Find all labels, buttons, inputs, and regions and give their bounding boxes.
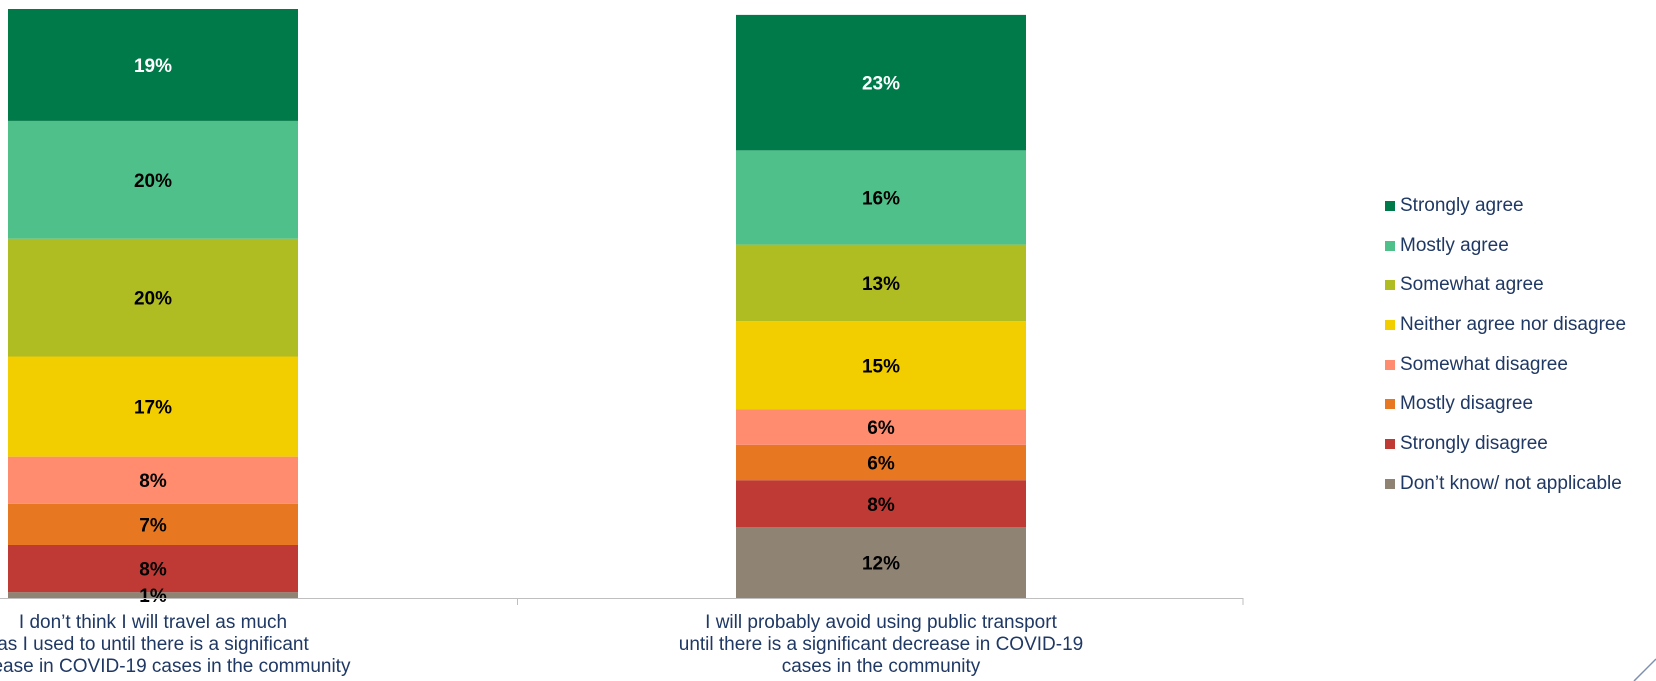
segment-value-label: 8%	[139, 471, 167, 492]
legend-swatch	[1385, 240, 1395, 251]
bar-segment	[736, 150, 1026, 245]
bar-segment	[736, 480, 1026, 528]
segment-value-label: 6%	[867, 454, 895, 475]
legend-swatch	[1385, 478, 1395, 489]
legend-swatch	[1385, 280, 1395, 291]
segment-value-label: 12%	[862, 554, 900, 575]
bar-segment	[736, 527, 1026, 598]
segment-value-label: 8%	[139, 560, 167, 581]
bar-segment	[8, 356, 298, 457]
legend-label: Don’t know/ not applicable	[1400, 472, 1622, 494]
segment-value-label: 15%	[862, 356, 900, 377]
bar-segment	[8, 503, 298, 545]
bar-segment	[8, 456, 298, 504]
legend-label: Somewhat disagree	[1400, 353, 1568, 375]
legend-swatch	[1385, 359, 1395, 370]
bars-group	[8, 9, 1026, 598]
legend-swatch	[1385, 319, 1395, 330]
legend: Strongly agree Mostly agree Somewhat agr…	[1385, 186, 1626, 504]
legend-item: Somewhat disagree	[1385, 345, 1626, 385]
bar-segment	[8, 9, 298, 121]
segment-value-label: 16%	[862, 188, 900, 209]
legend-label: Strongly disagree	[1400, 432, 1548, 454]
legend-label: Mostly agree	[1400, 234, 1509, 256]
legend-swatch	[1385, 399, 1395, 410]
legend-label: Mostly disagree	[1400, 393, 1534, 415]
bar-segment	[8, 592, 298, 598]
legend-label: Somewhat agree	[1400, 274, 1544, 296]
legend-label: Strongly agree	[1400, 194, 1524, 216]
bar-segment	[8, 544, 298, 593]
bar-segment	[736, 321, 1026, 410]
segment-value-label: 23%	[862, 74, 900, 95]
legend-item: Strongly disagree	[1385, 424, 1626, 464]
bar-segment	[736, 444, 1026, 481]
segment-value-label: 20%	[134, 171, 172, 192]
bar-segment	[8, 120, 298, 239]
legend-label: Neither agree nor disagree	[1400, 313, 1627, 335]
bar-segment	[736, 409, 1026, 445]
legend-swatch	[1385, 438, 1395, 449]
diagonal-line-icon	[1633, 658, 1656, 681]
segment-value-label: 17%	[134, 398, 172, 419]
segment-value-label: 8%	[867, 495, 895, 516]
segment-value-label: 6%	[867, 418, 895, 439]
category-label: I don’t think I will travel as much as I …	[0, 612, 351, 677]
segment-labels-group: 1% 8% 7% 8% 17% 20% 20% 19% 12% 8% 6% 6% 15% 13% 16% 23…	[134, 56, 900, 607]
segment-value-label: 7%	[139, 515, 167, 536]
legend-item: Strongly agree	[1385, 186, 1626, 226]
bar-segment	[736, 14, 1026, 151]
legend-item: Neither agree nor disagree	[1385, 305, 1626, 345]
segment-value-label: 13%	[862, 274, 900, 295]
legend-item: Mostly agree	[1385, 226, 1626, 266]
segment-value-label: 20%	[134, 289, 172, 310]
legend-item: Don’t know/ not applicable	[1385, 464, 1626, 504]
segment-value-label: 19%	[134, 56, 172, 77]
bar-segment	[736, 244, 1026, 322]
legend-item: Mostly disagree	[1385, 384, 1626, 424]
category-label: I will probably avoid using public trans…	[678, 612, 1084, 677]
bar-segment	[8, 238, 298, 357]
legend-swatch	[1385, 200, 1395, 211]
legend-item: Somewhat agree	[1385, 265, 1626, 305]
segment-value-label: 1%	[139, 586, 167, 607]
